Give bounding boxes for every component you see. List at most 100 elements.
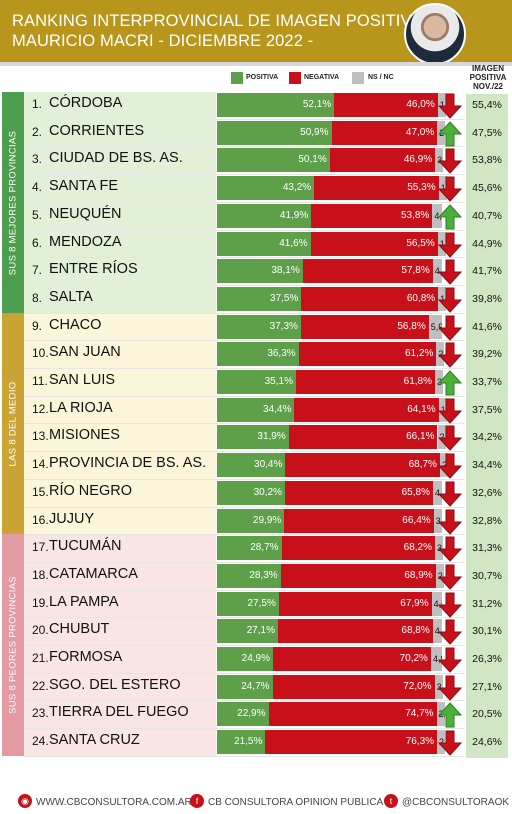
bar-nsnc: 1,7 — [438, 286, 447, 311]
prev-image-value: 27,1% — [472, 680, 502, 693]
bar-nsnc: 3,1 — [435, 536, 444, 561]
row-separator — [24, 700, 464, 702]
row-separator — [24, 506, 464, 508]
province-name: SALTA — [49, 288, 93, 305]
arrow-down-icon — [438, 425, 462, 452]
province-name: SANTA CRUZ — [49, 732, 140, 749]
rank-number: 8. — [32, 290, 43, 305]
rank-number: 3. — [32, 152, 43, 167]
arrow-down-icon — [438, 730, 462, 756]
row-separator — [24, 312, 464, 314]
bar-nsnc: 2,9 — [439, 453, 448, 478]
bar-nsnc: 3,7 — [433, 508, 442, 533]
bar-negative: 64,1% — [294, 397, 439, 422]
bar-positive: 41,6% — [217, 231, 311, 256]
bar-positive: 43,2% — [217, 176, 315, 201]
row-separator — [24, 118, 464, 120]
province-name: MENDOZA — [49, 233, 122, 250]
row-separator — [24, 229, 464, 231]
arrow-down-icon — [438, 93, 462, 119]
bar-positive: 34,4% — [217, 397, 295, 422]
bar-nsnc: 1,5 — [438, 397, 447, 422]
bar-positive: 36,3% — [217, 342, 299, 367]
bar-positive: 52,1% — [217, 93, 335, 117]
bar-negative: 67,9% — [278, 591, 432, 616]
rank-number: 10. — [32, 346, 49, 361]
image-header-line2: POSITIVA — [469, 73, 507, 82]
footer-site: WWW.CBCONSULTORA.COM.AR — [36, 797, 192, 808]
bar-positive: 30,4% — [217, 453, 286, 478]
prev-image-value: 24,6% — [472, 736, 502, 749]
legend-positive-swatch — [231, 72, 243, 84]
bar-negative: 60,8% — [301, 286, 439, 311]
province-name: JUJUY — [49, 510, 95, 527]
bar-negative: 46,9% — [329, 148, 436, 173]
row-separator — [24, 589, 464, 591]
bar-nsnc: 2,5 — [436, 342, 445, 367]
bar-positive: 21,5% — [217, 730, 266, 755]
prev-image-value: 32,6% — [472, 486, 502, 499]
rank-number: 1. — [32, 97, 43, 111]
province-name: CÓRDOBA — [49, 95, 123, 111]
bar-nsnc: 4,6 — [431, 591, 442, 616]
image-column — [466, 94, 508, 758]
bar-negative: 66,4% — [284, 508, 434, 533]
bar-nsnc: 4,1 — [432, 619, 442, 644]
prev-image-value: 39,2% — [472, 348, 502, 361]
arrow-down-icon — [438, 647, 462, 673]
arrow-down-icon — [438, 176, 462, 202]
footer — [0, 784, 512, 814]
bar-negative: 72,0% — [272, 674, 435, 699]
arrow-down-icon — [438, 536, 462, 562]
bar-positive: 27,5% — [217, 591, 279, 616]
globe-icon: ◉ — [18, 794, 32, 808]
row-separator — [24, 534, 464, 536]
bar-positive: 37,3% — [217, 314, 301, 339]
header-divider — [0, 62, 512, 66]
row-separator — [24, 201, 464, 203]
bar-positive: 35,1% — [217, 370, 296, 394]
section-middle-text: LAS 8 DEL MEDIO — [7, 381, 19, 466]
prev-image-value: 40,7% — [472, 209, 502, 222]
row-separator — [24, 284, 464, 286]
row-separator — [24, 617, 464, 619]
rank-number: 21. — [32, 651, 49, 665]
arrow-up-icon — [438, 120, 462, 147]
bar-positive: 28,3% — [217, 563, 281, 588]
prev-image-value: 41,6% — [472, 320, 502, 333]
arrow-down-icon — [438, 232, 462, 258]
rank-number: 11. — [32, 374, 48, 388]
section-top-text: SUS 8 MEJORES PROVINCIAS — [7, 130, 19, 275]
image-header-line3: NOV./22 — [473, 82, 503, 91]
bar-negative: 74,7% — [268, 702, 437, 727]
province-name: SAN LUIS — [49, 372, 116, 388]
prev-image-value: 30,7% — [472, 569, 502, 582]
prev-image-value: 30,1% — [472, 625, 502, 638]
rank-number: 13. — [32, 429, 49, 444]
legend-nsnc-label: NS / NC — [368, 74, 394, 81]
bar-nsnc: 2,8 — [435, 563, 444, 588]
rank-number: 19. — [32, 595, 49, 610]
prev-image-value: 32,8% — [472, 514, 502, 527]
bar-positive: 27,1% — [217, 619, 278, 644]
bar-negative: 56,5% — [310, 231, 438, 256]
rank-number: 15. — [32, 484, 49, 499]
arrow-up-icon — [438, 702, 462, 728]
arrow-down-icon — [438, 509, 462, 535]
rank-number: 12. — [32, 401, 49, 416]
bar-negative: 76,3% — [265, 730, 438, 755]
bar-negative: 68,8% — [277, 619, 433, 644]
prev-image-value: 47,5% — [472, 126, 502, 139]
bar-positive: 29,9% — [217, 508, 285, 533]
row-separator — [24, 451, 464, 453]
rank-number: 16. — [32, 512, 49, 527]
province-name: CIUDAD DE BS. AS. — [49, 150, 183, 167]
prev-image-value: 34,2% — [472, 431, 502, 444]
section-middle-label: LAS 8 DEL MEDIO — [2, 313, 24, 534]
province-name: CHACO — [49, 316, 102, 333]
bar-positive: 38,1% — [217, 259, 303, 284]
bar-nsnc: 5,9 — [428, 314, 442, 339]
row-separator — [24, 368, 464, 369]
bar-nsnc: 4,9 — [430, 647, 442, 671]
row-separator — [24, 755, 464, 757]
